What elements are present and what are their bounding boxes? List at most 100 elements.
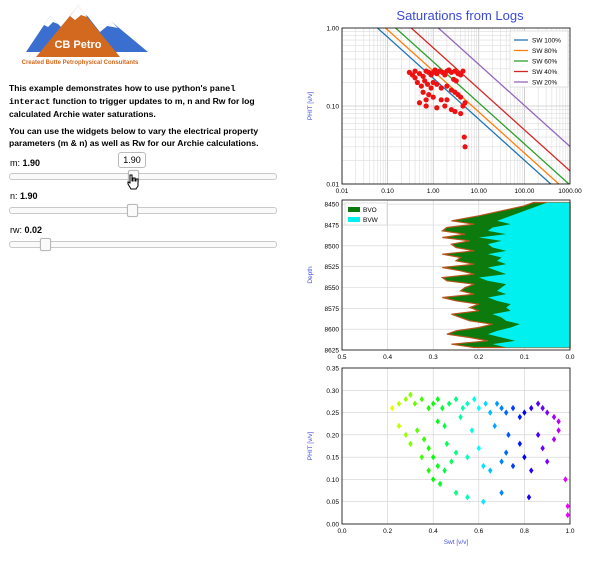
- data-point: [426, 467, 431, 474]
- data-point: [434, 105, 440, 111]
- data-point: [492, 422, 497, 430]
- x-tick-label: 0.6: [474, 528, 483, 535]
- y-axis-label: PHIT [v/v]: [307, 92, 314, 121]
- x-tick-label: 0.1: [520, 354, 529, 361]
- data-point: [458, 110, 464, 117]
- y-tick-label: 8550: [325, 285, 340, 292]
- data-point: [494, 400, 500, 407]
- data-point: [426, 445, 431, 452]
- data-point: [465, 494, 470, 501]
- logo-brand-text: CB Petro: [54, 39, 101, 51]
- sw-line: [437, 28, 570, 148]
- data-point: [453, 489, 459, 496]
- data-point: [458, 94, 464, 100]
- m-value: 1.90: [22, 158, 41, 168]
- rw-slider[interactable]: [9, 238, 277, 251]
- data-point: [389, 404, 395, 412]
- data-point: [481, 462, 486, 470]
- n-value: 1.90: [20, 191, 38, 201]
- n-slider[interactable]: [9, 204, 277, 217]
- data-point: [506, 431, 511, 439]
- data-point: [435, 396, 440, 403]
- data-point: [420, 73, 426, 79]
- data-point: [444, 83, 450, 89]
- description-paragraph-1: This example demonstrates how to use pyt…: [9, 82, 294, 120]
- data-point: [469, 427, 475, 434]
- data-point: [442, 72, 448, 78]
- data-point: [420, 89, 426, 95]
- axes-frame: [341, 367, 571, 525]
- data-point: [396, 422, 402, 430]
- pickett-plot: 0.01 0.10 1.00 10.00 100.00 1000.00 0.01 0.10 1.…: [307, 26, 582, 196]
- data-point: [529, 467, 534, 474]
- m-slider[interactable]: [9, 170, 277, 183]
- data-point: [416, 71, 423, 77]
- data-point: [419, 396, 424, 403]
- y-tick-label: 8575: [325, 306, 340, 313]
- data-point: [458, 72, 464, 78]
- data-point: [438, 97, 444, 103]
- code-interact: interact: [9, 97, 51, 107]
- data-point: [412, 68, 418, 74]
- data-point: [431, 400, 436, 407]
- x-tick-label: 0.0: [565, 354, 574, 361]
- n-slider-handle[interactable]: [127, 204, 138, 217]
- y-tick-label: 0.01: [326, 182, 339, 189]
- y-tick-label: 8475: [325, 223, 340, 230]
- x-tick-label: 1.00: [427, 188, 440, 195]
- m-slider-tooltip: 1.90: [118, 152, 146, 168]
- legend-label: SW 100%: [532, 38, 561, 45]
- data-point: [510, 462, 516, 470]
- data-point: [452, 108, 458, 115]
- data-point: [421, 436, 427, 443]
- legend-label: SW 80%: [532, 48, 558, 55]
- legend-label: BVO: [363, 207, 377, 214]
- logo-snow-left: [44, 16, 58, 27]
- data-point: [414, 79, 420, 86]
- x-tick-label: 0.0: [337, 528, 346, 535]
- y-tick-label: 0.25: [326, 410, 339, 417]
- data-point: [426, 404, 431, 412]
- data-point: [412, 400, 418, 407]
- y-tick-label: 0.30: [326, 388, 339, 395]
- legend-label: SW 20%: [532, 80, 558, 87]
- data-point: [408, 440, 413, 447]
- data-point: [403, 431, 409, 439]
- n-label-text: n:: [10, 191, 21, 201]
- data-point: [488, 409, 493, 416]
- y-tick-label: 0.35: [326, 366, 339, 373]
- legend-label: SW 40%: [532, 69, 558, 76]
- x-tick-label: 10.00: [471, 188, 488, 195]
- data-point: [540, 404, 545, 412]
- data-point: [462, 100, 468, 106]
- y-tick-label: 0.15: [326, 455, 339, 462]
- description-text-cont: function to trigger updates to m, n and …: [9, 96, 255, 119]
- y-tick-label: 8450: [325, 202, 340, 209]
- x-tick-label: 0.4: [429, 528, 438, 535]
- data-point: [444, 97, 450, 103]
- logo-snow-orange: [70, 6, 87, 20]
- data-point: [396, 400, 402, 407]
- data-point: [460, 68, 466, 74]
- data-point: [465, 453, 470, 461]
- y-tick-label: 8525: [325, 264, 340, 271]
- data-point: [418, 83, 424, 89]
- hand-cursor-icon: [127, 174, 139, 190]
- logo-orange-peak: [36, 6, 120, 57]
- x-axis-label: Swt [v/v]: [444, 539, 469, 546]
- data-point: [434, 81, 440, 87]
- depth-volume-plot: 0.5 0.4 0.3 0.2 0.1 0.0 8450 8475 8500 8525 8550 85…: [307, 199, 575, 361]
- data-point: [419, 453, 424, 461]
- data-point: [453, 449, 459, 456]
- rw-slider-handle[interactable]: [40, 238, 51, 251]
- legend-label: BVW: [363, 217, 379, 224]
- data-point: [499, 404, 504, 412]
- data-point: [458, 413, 463, 421]
- data-point: [472, 396, 477, 403]
- y-tick-label: 0.05: [326, 499, 339, 506]
- y-tick-label: 8625: [325, 348, 340, 355]
- y-tick-label: 0.10: [326, 104, 339, 111]
- data-point: [442, 467, 447, 474]
- data-point: [499, 489, 504, 496]
- y-axis-label: PHIT [v/v]: [307, 432, 314, 461]
